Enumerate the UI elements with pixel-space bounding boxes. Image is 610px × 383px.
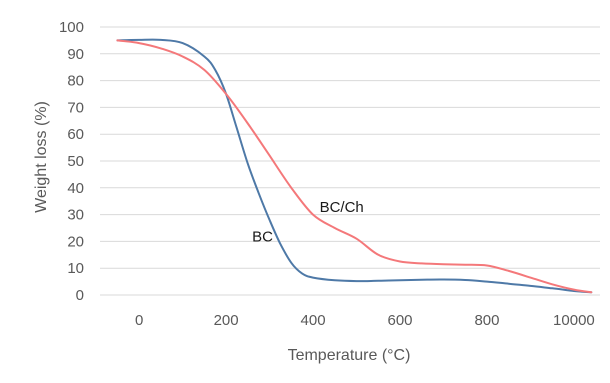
y-tick-label: 90	[67, 46, 84, 63]
series-label-bc-ch: BC/Ch	[320, 199, 364, 216]
y-tick-label: 10	[67, 260, 84, 277]
y-axis-title: Weight loss (%)	[33, 101, 50, 213]
y-tick-label: 0	[76, 287, 84, 304]
gridlines	[100, 26, 600, 296]
series-annotations: BC/Ch BC	[252, 199, 364, 245]
x-tick-label: 800	[474, 312, 499, 329]
y-tick-label: 100	[59, 19, 84, 36]
y-tick-label: 50	[67, 153, 84, 170]
y-tick-label: 20	[67, 233, 84, 250]
x-tick-label: 600	[387, 312, 412, 329]
series-line-bc	[116, 38, 593, 294]
x-axis-ticks: 0 200 400 600 800 10000	[135, 312, 595, 329]
y-tick-label: 30	[67, 207, 84, 224]
y-axis-ticks: 0 10 20 30 40 50 60 70 80 90 100	[59, 19, 84, 304]
series-lines	[116, 38, 593, 294]
x-axis-title: Temperature (°C)	[288, 347, 411, 364]
series-label-bc: BC	[252, 228, 273, 245]
x-tick-label: 200	[214, 312, 239, 329]
series-line-bc-ch	[116, 39, 593, 294]
x-tick-label: 10000	[553, 312, 595, 329]
y-tick-label: 70	[67, 99, 84, 116]
y-tick-label: 60	[67, 126, 84, 143]
y-tick-label: 80	[67, 73, 84, 90]
y-tick-label: 40	[67, 180, 84, 197]
x-tick-label: 0	[135, 312, 143, 329]
x-tick-label: 400	[301, 312, 326, 329]
